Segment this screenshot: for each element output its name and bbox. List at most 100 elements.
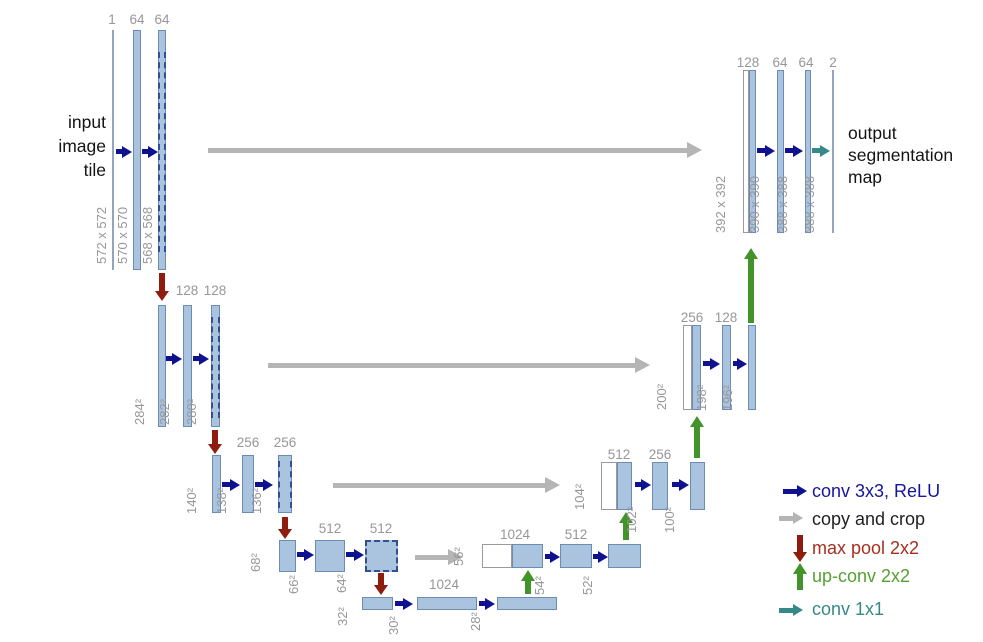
dim-label: 64² bbox=[334, 574, 349, 593]
dim-label: 284² bbox=[132, 398, 147, 425]
crop-marks bbox=[211, 316, 220, 418]
dim-label: 104² bbox=[572, 483, 587, 510]
output-segmentation-map-caption: output segmentation map bbox=[848, 123, 954, 187]
channel-label: 512 bbox=[564, 527, 588, 542]
copied-feature-map bbox=[743, 70, 749, 233]
dim-label: 572 x 572 bbox=[94, 206, 109, 264]
feature-map bbox=[805, 70, 811, 233]
dim-label: 570 x 570 bbox=[115, 206, 130, 264]
channel-label: 128 bbox=[175, 283, 199, 298]
dim-label: 196² bbox=[720, 384, 735, 411]
dim-label: 32² bbox=[335, 607, 350, 626]
dim-label: 388 x 388 bbox=[802, 175, 817, 233]
conv-arrow-icon bbox=[783, 484, 807, 498]
feature-map-cropped bbox=[278, 455, 292, 513]
input-image-tile-caption: input image tile bbox=[58, 112, 106, 180]
dim-label: 100² bbox=[662, 506, 677, 533]
copy-crop-arrow bbox=[208, 142, 702, 158]
conv-arrow bbox=[166, 352, 182, 365]
feature-map-input bbox=[112, 30, 114, 270]
feature-map bbox=[777, 70, 784, 233]
conv-arrow bbox=[255, 478, 273, 491]
feature-map bbox=[749, 70, 756, 233]
copied-feature-map bbox=[482, 544, 512, 568]
legend-copy-crop-label: copy and crop bbox=[812, 509, 926, 529]
maxpool-arrow-icon bbox=[793, 535, 807, 562]
dim-label: 68² bbox=[248, 553, 263, 572]
conv-arrow bbox=[346, 548, 364, 561]
feature-map-cropped bbox=[211, 305, 220, 427]
legend-maxpool-label: max pool 2x2 bbox=[812, 538, 920, 558]
copy-crop-arrow bbox=[333, 477, 560, 493]
dim-label: 136² bbox=[249, 487, 264, 514]
feature-map bbox=[608, 544, 641, 568]
conv-arrow bbox=[545, 550, 560, 563]
channel-label: 1024 bbox=[428, 577, 460, 592]
dim-label: 102² bbox=[624, 506, 639, 533]
conv-arrow bbox=[635, 478, 651, 491]
upconv-arrow bbox=[521, 570, 535, 594]
feature-map bbox=[497, 597, 557, 610]
channel-label: 64 bbox=[154, 12, 170, 27]
feature-map bbox=[692, 325, 701, 410]
channel-label: 128 bbox=[714, 310, 738, 325]
maxpool-arrow bbox=[155, 273, 169, 301]
dim-label: 66² bbox=[286, 575, 301, 594]
feature-map bbox=[560, 544, 592, 568]
conv1x1-arrow bbox=[812, 144, 830, 157]
feature-map-cropped bbox=[365, 540, 398, 572]
channel-label: 64 bbox=[772, 55, 788, 70]
feature-map-cropped bbox=[158, 30, 166, 270]
conv-arrow bbox=[142, 145, 158, 158]
conv-arrow bbox=[193, 352, 209, 365]
feature-map bbox=[279, 540, 296, 572]
channel-label: 128 bbox=[736, 55, 760, 70]
dim-label: 56² bbox=[451, 547, 466, 566]
channel-label: 128 bbox=[203, 283, 227, 298]
feature-map bbox=[690, 462, 705, 510]
dim-label: 568 x 568 bbox=[140, 206, 155, 264]
maxpool-arrow bbox=[278, 517, 292, 539]
conv1x1-arrow-icon bbox=[779, 603, 803, 617]
upconv-arrow bbox=[619, 512, 633, 540]
crop-marks bbox=[158, 52, 166, 253]
channel-label: 64 bbox=[798, 55, 814, 70]
feature-map bbox=[362, 597, 393, 610]
crop-marks bbox=[278, 461, 292, 509]
conv-arrow bbox=[733, 357, 747, 370]
conv-arrow bbox=[785, 144, 803, 157]
dim-label: 282² bbox=[157, 398, 172, 425]
dim-label: 280² bbox=[184, 398, 199, 425]
feature-map bbox=[617, 462, 632, 510]
upconv-arrow bbox=[744, 248, 758, 323]
channel-label: 256 bbox=[273, 435, 297, 450]
feature-map bbox=[417, 597, 477, 610]
conv-arrow bbox=[672, 478, 689, 491]
legend-conv3x3-label: conv 3x3, ReLU bbox=[812, 481, 941, 501]
conv-arrow bbox=[703, 357, 720, 370]
feature-map bbox=[183, 305, 192, 427]
upconv-arrow-icon bbox=[793, 563, 807, 590]
dim-label: 200² bbox=[654, 383, 669, 410]
feature-map bbox=[652, 462, 668, 510]
maxpool-arrow bbox=[208, 430, 222, 454]
dim-label: 140² bbox=[184, 487, 199, 514]
channel-label: 2 bbox=[829, 55, 837, 70]
feature-map bbox=[133, 30, 141, 270]
feature-map-output bbox=[832, 70, 834, 233]
conv-arrow bbox=[297, 548, 314, 561]
dim-label: 30² bbox=[386, 616, 401, 635]
channel-label: 512 bbox=[369, 521, 393, 536]
channel-label: 512 bbox=[318, 521, 342, 536]
dim-label: 198² bbox=[694, 384, 709, 411]
conv-arrow bbox=[222, 478, 240, 491]
conv-arrow bbox=[395, 597, 413, 610]
copy-crop-arrow bbox=[415, 549, 463, 565]
channel-label: 256 bbox=[236, 435, 260, 450]
dim-label: 388 x 388 bbox=[775, 175, 790, 233]
copy-crop-arrow bbox=[268, 357, 650, 373]
channel-label: 64 bbox=[129, 12, 145, 27]
feature-map bbox=[212, 455, 221, 513]
maxpool-arrow bbox=[374, 573, 388, 595]
copied-feature-map bbox=[601, 462, 617, 510]
